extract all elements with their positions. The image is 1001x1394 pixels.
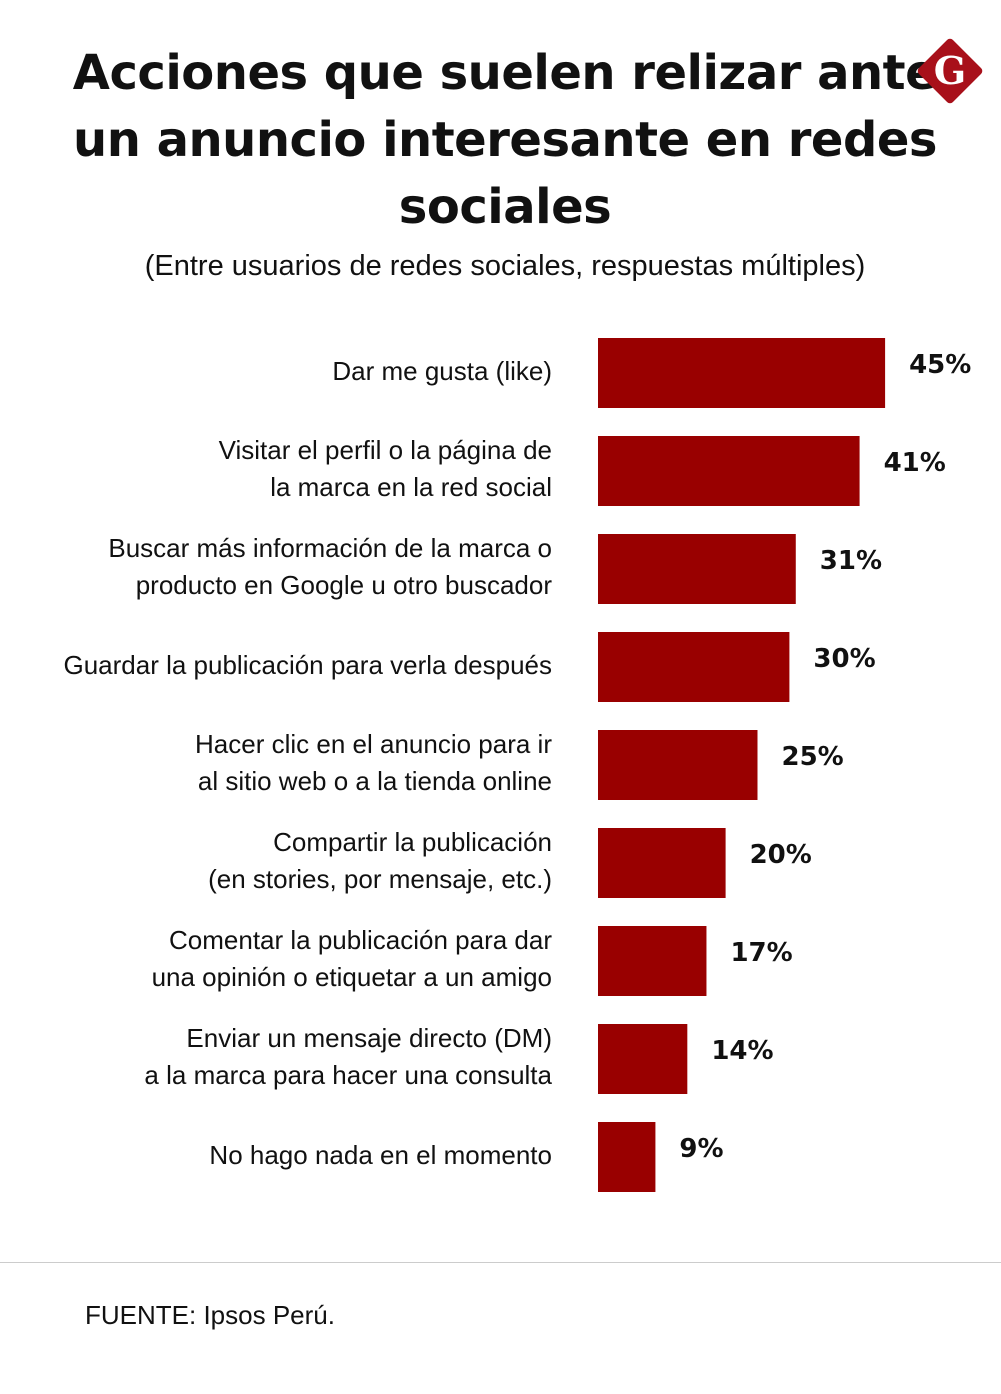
category-label-line: Comentar la publicación para dar	[169, 925, 552, 955]
category-label: Visitar el perfil o la página de la marca…	[219, 432, 552, 506]
category-label: Enviar un mensaje directo (DM) a la marca…	[144, 1020, 552, 1094]
value-label: 17%	[730, 938, 793, 968]
category-label: Dar me gusta (like)	[332, 353, 552, 390]
value-label: 25%	[781, 742, 844, 772]
chart-title: Acciones que suelen relizar ante un anun…	[72, 45, 938, 235]
category-label-line: (en stories, por mensaje, etc.)	[208, 864, 552, 894]
category-label: Comentar la publicación para dar una opin…	[152, 922, 552, 996]
category-label: No hago nada en el momento	[209, 1137, 552, 1174]
value-label: 30%	[813, 644, 876, 674]
bar	[598, 534, 796, 604]
category-label: Hacer clic en el anuncio para ir al sitio…	[195, 726, 552, 800]
bar	[598, 828, 726, 898]
bar	[598, 632, 790, 702]
value-label: 9%	[679, 1134, 724, 1164]
bar	[598, 1024, 688, 1094]
category-label: Compartir la publicación (en stories, por…	[208, 824, 552, 898]
bar	[598, 1122, 656, 1192]
divider	[0, 1262, 1001, 1263]
value-label: 41%	[883, 448, 946, 478]
category-label: Guardar la publicación para verla despué…	[63, 647, 552, 684]
category-label-line: Hacer clic en el anuncio para ir	[195, 729, 552, 759]
category-label-line: la marca en la red social	[270, 472, 552, 502]
category-label-line: Guardar la publicación para verla despué…	[63, 649, 552, 680]
value-label: 20%	[749, 840, 812, 870]
bar	[598, 730, 758, 800]
category-label-line: producto en Google u otro buscador	[135, 570, 552, 600]
source-note: FUENTE: Ipsos Perú.	[85, 1300, 335, 1330]
svg-text:G: G	[934, 48, 966, 93]
category-label: Buscar más información de la marca o prod…	[108, 530, 552, 604]
category-label-line: Visitar el perfil o la página de	[218, 435, 552, 465]
gestion-logo: G	[917, 38, 983, 104]
category-label-line: una opinión o etiquetar a un amigo	[151, 962, 552, 992]
category-label-line: al sitio web o a la tienda online	[197, 766, 552, 796]
bar-chart	[598, 338, 886, 1192]
chart-subtitle: (Entre usuarios de redes sociales, respu…	[144, 250, 866, 282]
value-label: 45%	[909, 350, 972, 380]
category-label-line: Enviar un mensaje directo (DM)	[186, 1023, 552, 1053]
category-label-line: Compartir la publicación	[273, 827, 552, 857]
bar	[598, 338, 886, 408]
category-label-line: a la marca para hacer una consulta	[144, 1060, 552, 1090]
category-label-line: Buscar más información de la marca o	[108, 533, 552, 563]
bar	[598, 436, 860, 506]
category-label-line: Dar me gusta (like)	[332, 355, 552, 386]
value-label: 14%	[711, 1036, 774, 1066]
value-label: 31%	[819, 546, 882, 576]
category-label-line: No hago nada en el momento	[209, 1139, 552, 1170]
bar	[598, 926, 707, 996]
